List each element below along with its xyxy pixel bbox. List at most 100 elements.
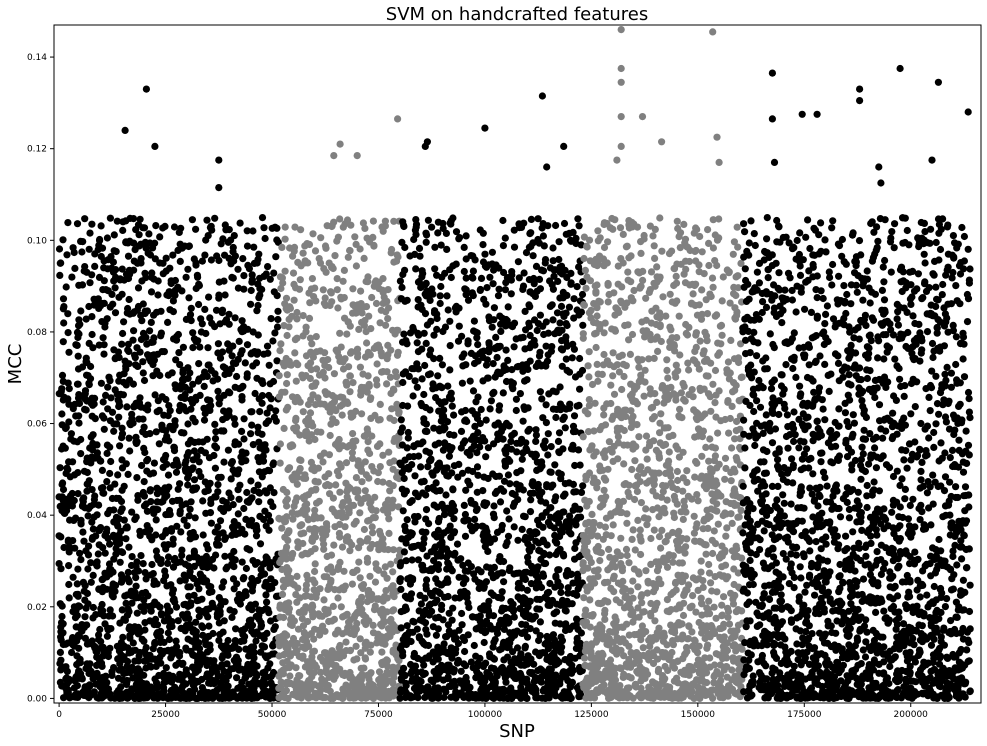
- data-point: [240, 574, 248, 582]
- data-point: [514, 579, 523, 588]
- data-point: [211, 214, 219, 222]
- data-point: [148, 269, 156, 277]
- data-point: [186, 311, 195, 319]
- data-point: [505, 515, 513, 523]
- data-point: [180, 681, 188, 689]
- data-point: [86, 279, 94, 287]
- data-point: [138, 277, 146, 285]
- data-point: [436, 299, 444, 308]
- data-point: [153, 408, 161, 416]
- data-point: [347, 629, 355, 638]
- data-point: [371, 411, 379, 419]
- data-point: [308, 275, 316, 283]
- data-point: [465, 603, 473, 612]
- data-point: [190, 591, 198, 599]
- data-point: [256, 540, 265, 548]
- data-point: [229, 243, 237, 252]
- data-point: [137, 240, 145, 248]
- data-point: [283, 379, 291, 388]
- data-point: [123, 678, 131, 686]
- data-point: [129, 588, 137, 597]
- data-point: [104, 652, 113, 661]
- data-point: [563, 572, 571, 580]
- data-point: [263, 409, 271, 417]
- data-point: [299, 249, 307, 257]
- data-point: [389, 648, 397, 656]
- data-point: [299, 312, 307, 320]
- data-point: [94, 526, 103, 534]
- data-point: [533, 605, 541, 613]
- data-point: [562, 355, 570, 363]
- data-point: [79, 688, 87, 697]
- data-point: [323, 552, 331, 561]
- data-point: [168, 369, 176, 377]
- data-point: [129, 336, 137, 344]
- data-point: [573, 591, 581, 599]
- data-point: [254, 331, 262, 339]
- data-point: [569, 428, 578, 436]
- data-point: [292, 591, 300, 599]
- data-point: [228, 613, 236, 622]
- data-point: [422, 447, 430, 455]
- data-point: [228, 560, 236, 568]
- data-point: [147, 288, 156, 296]
- data-point: [111, 284, 119, 292]
- data-point: [351, 694, 359, 702]
- data-point: [547, 443, 555, 451]
- data-point: [219, 235, 227, 243]
- data-point: [229, 359, 237, 367]
- data-point: [353, 619, 361, 628]
- data-point: [133, 474, 141, 482]
- data-point: [398, 283, 406, 292]
- data-point: [87, 578, 95, 586]
- data-point: [352, 437, 360, 445]
- data-point: [532, 451, 541, 459]
- data-point: [135, 657, 143, 665]
- data-point: [306, 682, 314, 690]
- data-point: [242, 457, 250, 465]
- data-point: [218, 654, 226, 662]
- data-point: [363, 339, 371, 347]
- data-point: [195, 300, 203, 309]
- data-point: [343, 381, 351, 389]
- data-point: [312, 485, 320, 493]
- data-point: [168, 497, 177, 505]
- data-point: [266, 275, 274, 283]
- data-point: [203, 216, 211, 224]
- data-point: [99, 544, 107, 552]
- data-point: [446, 550, 454, 558]
- data-point: [390, 217, 398, 225]
- data-point: [110, 231, 118, 239]
- data-point: [473, 463, 482, 471]
- data-point: [151, 638, 159, 647]
- data-point: [58, 612, 66, 621]
- data-point: [282, 579, 290, 588]
- data-point: [491, 421, 499, 429]
- data-point: [300, 529, 308, 537]
- data-point: [415, 676, 423, 684]
- data-point: [438, 361, 446, 369]
- data-point: [134, 284, 143, 292]
- data-point: [559, 445, 567, 453]
- data-point: [248, 408, 256, 416]
- data-point: [521, 536, 529, 544]
- data-point: [521, 642, 530, 651]
- data-point: [317, 234, 325, 242]
- data-point: [290, 280, 298, 288]
- data-point: [217, 602, 225, 610]
- data-point: [206, 406, 214, 414]
- data-point: [338, 411, 346, 419]
- data-point: [411, 472, 419, 480]
- data-point: [447, 217, 455, 225]
- data-point: [383, 368, 391, 376]
- data-point: [542, 362, 550, 370]
- data-point: [106, 303, 114, 311]
- data-point: [560, 219, 569, 228]
- data-point: [275, 515, 284, 523]
- data-point: [407, 660, 415, 669]
- data-point: [295, 285, 304, 293]
- data-point: [391, 434, 399, 443]
- data-point: [355, 686, 363, 694]
- data-point: [343, 533, 352, 541]
